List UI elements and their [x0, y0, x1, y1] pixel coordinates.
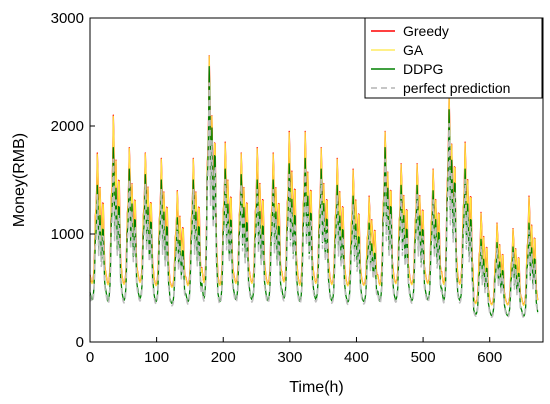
legend-label: Greedy	[403, 23, 449, 39]
plot-lines	[89, 55, 539, 319]
x-tick-label: 0	[86, 349, 94, 366]
x-axis: 0 100 200 300 400 500 600	[86, 337, 502, 366]
y-tick-label: 1000	[51, 226, 84, 243]
x-axis-title: Time(h)	[289, 379, 344, 396]
y-axis: 0 1000 2000 3000	[51, 10, 95, 351]
legend-label: perfect prediction	[403, 80, 510, 96]
y-tick-label: 0	[76, 334, 84, 351]
legend-label: DDPG	[403, 61, 443, 77]
x-tick-label: 400	[344, 349, 369, 366]
series-line-perfect-prediction	[89, 82, 539, 319]
legend: Greedy GA DDPG perfect prediction	[364, 17, 543, 99]
y-tick-label: 2000	[51, 118, 84, 135]
x-tick-label: 100	[144, 349, 169, 366]
x-tick-label: 300	[277, 349, 302, 366]
legend-label: GA	[403, 42, 424, 58]
plot-frame	[89, 17, 544, 343]
y-axis-title: Money(RMB)	[11, 133, 28, 227]
series-line-ga	[89, 55, 539, 307]
y-tick-label: 3000	[51, 10, 84, 27]
x-tick-label: 500	[411, 349, 436, 366]
x-tick-label: 200	[211, 349, 236, 366]
x-tick-label: 600	[477, 349, 502, 366]
